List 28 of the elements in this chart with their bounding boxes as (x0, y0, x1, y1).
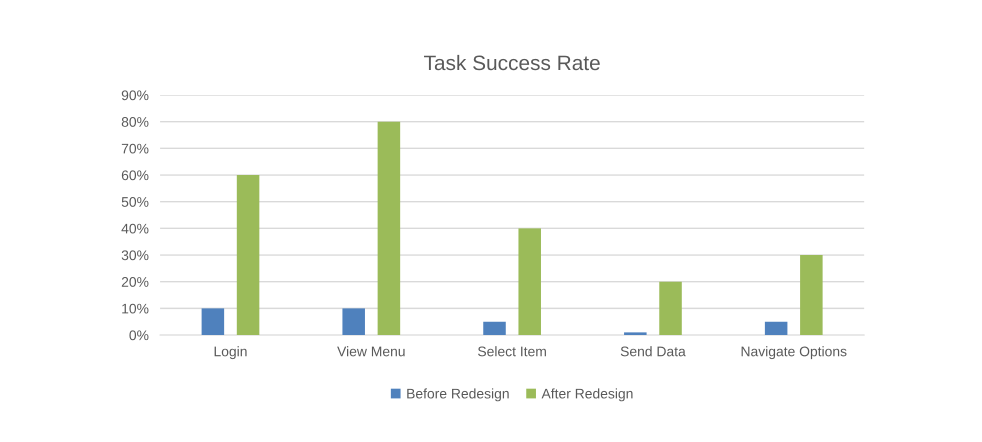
bar (342, 308, 365, 336)
x-tick-label: Send Data (620, 346, 686, 356)
x-tick-label: Select Item (478, 346, 546, 356)
bar (202, 308, 224, 336)
y-tick-label: 0% (129, 330, 148, 340)
y-tick-label: 90% (122, 90, 148, 100)
x-tick-label: Navigate Options (742, 346, 847, 360)
bar (236, 175, 260, 336)
bar (378, 122, 400, 336)
legend-label: After Redesign (542, 388, 632, 402)
y-tick-label: 40% (121, 224, 148, 234)
y-tick-label: 30% (122, 250, 148, 260)
bar (764, 322, 788, 336)
bar (483, 322, 506, 336)
legend-label: Before Redesign (407, 388, 509, 402)
y-tick-label: 70% (122, 144, 148, 154)
bar (659, 282, 682, 336)
y-tick-label: 20% (122, 277, 148, 287)
x-tick-label: Login (214, 346, 247, 360)
bar (624, 332, 647, 336)
y-tick-label: 80% (122, 117, 148, 127)
y-tick-label: 50% (122, 197, 148, 207)
bar (518, 228, 541, 336)
bar (800, 255, 823, 336)
y-tick-label: 60% (122, 170, 148, 180)
x-tick-label: View Menu (337, 346, 405, 356)
y-tick-label: 10% (122, 304, 148, 314)
chart-title: Task Success Rate (424, 54, 600, 70)
